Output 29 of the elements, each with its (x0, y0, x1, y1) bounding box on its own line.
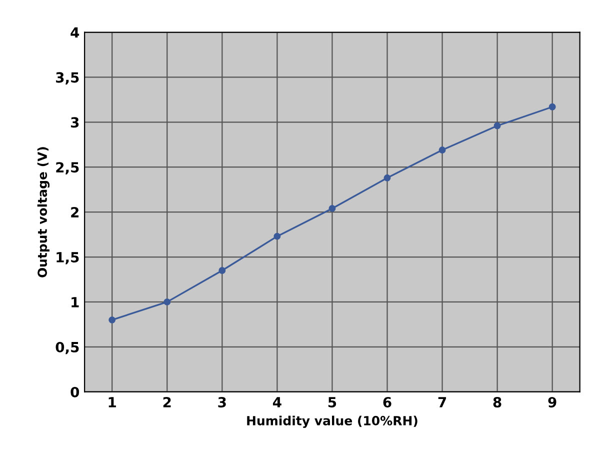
y-tick-label: 1 (72, 297, 79, 308)
point (274, 232, 281, 240)
point (164, 298, 171, 306)
point (494, 122, 501, 130)
x-tick-label: 9 (548, 396, 556, 408)
y-tick-label: 0,5 (56, 342, 79, 354)
x-axis-title: Humidity value (10%RH) (247, 416, 418, 428)
y-tick-label: 1,5 (56, 252, 79, 264)
x-tick-label: 6 (383, 396, 392, 408)
x-tick-label: 7 (438, 397, 446, 408)
x-tick-label: 4 (272, 397, 282, 408)
y-axis-title: Output voltage (V) (37, 147, 50, 278)
y-tick-label: 4 (70, 27, 80, 38)
point (384, 174, 391, 182)
x-tick-label: 3 (218, 396, 226, 408)
point (218, 267, 226, 274)
y-tick-label: 3,5 (56, 72, 79, 84)
point (438, 146, 446, 154)
x-tick-label: 2 (163, 396, 171, 408)
point (548, 103, 556, 110)
x-tick-label: 8 (493, 396, 502, 408)
x-tick-label: 5 (328, 397, 336, 408)
y-tick-label: 3 (70, 117, 79, 128)
x-tick-label: 1 (108, 397, 116, 408)
y-tick-label: 2 (71, 207, 78, 218)
point (328, 204, 336, 212)
y-tick-label: 2,5 (56, 162, 79, 174)
point (108, 316, 116, 324)
y-tick-label: 0 (70, 386, 80, 398)
